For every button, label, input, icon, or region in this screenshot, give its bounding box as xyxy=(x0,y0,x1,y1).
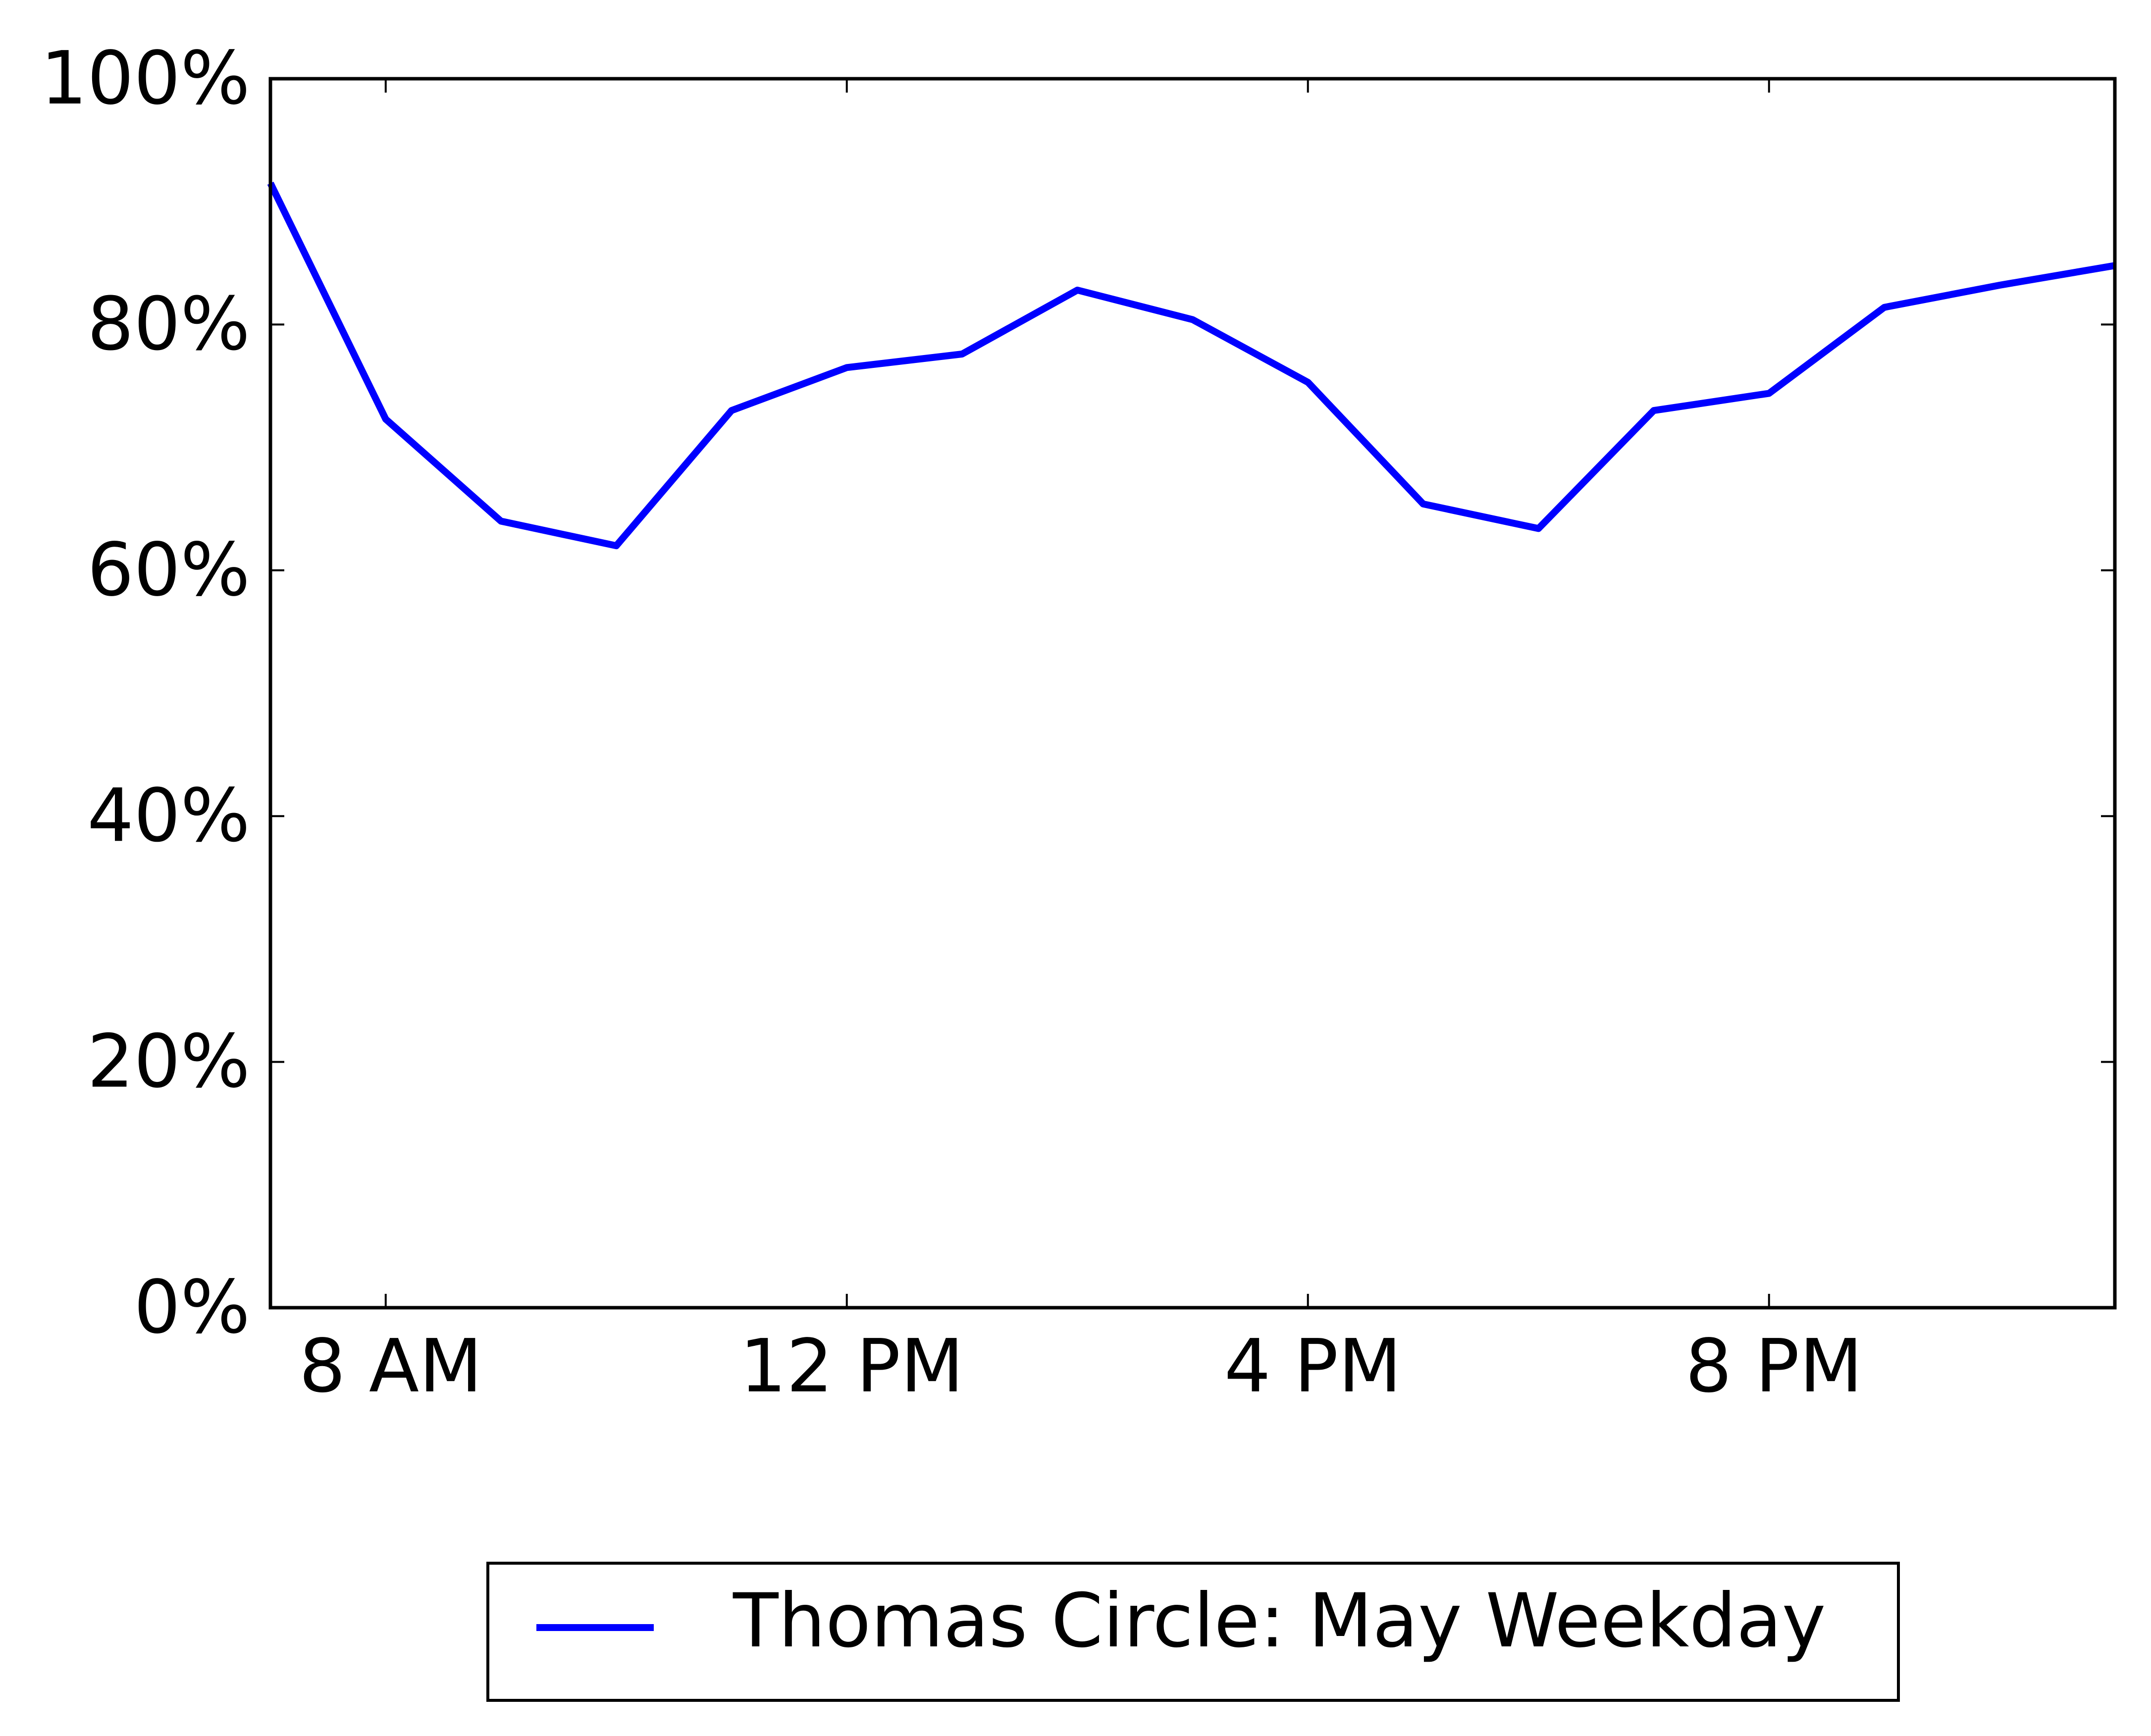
x-tick-label: 8 PM xyxy=(1685,1324,1863,1409)
series-line xyxy=(267,181,2116,550)
plot-background xyxy=(270,79,2115,1308)
x-tick-label: 8 AM xyxy=(299,1324,482,1409)
y-tick-label: 0% xyxy=(134,1265,250,1350)
y-tick-label: 60% xyxy=(87,527,250,613)
series-layer xyxy=(267,181,2116,550)
legend: Thomas Circle: May Weekday xyxy=(486,1562,1900,1702)
x-tick-label: 12 PM xyxy=(740,1324,964,1409)
x-tick-label: 4 PM xyxy=(1224,1324,1402,1409)
y-tick-label: 80% xyxy=(87,281,250,366)
legend-box xyxy=(486,1562,1900,1702)
tick-labels: 0% 20% 40% 60% 80% 100% 8 AM 12 PM 4 PM 8 PM xyxy=(41,36,1863,1409)
y-tick-label: 40% xyxy=(87,773,250,858)
legend-series-label: Thomas Circle: May Weekday xyxy=(733,1578,1826,1664)
y-tick-label: 100% xyxy=(41,36,250,121)
y-tick-label: 20% xyxy=(87,1019,250,1104)
plot-frame xyxy=(268,77,2117,1310)
